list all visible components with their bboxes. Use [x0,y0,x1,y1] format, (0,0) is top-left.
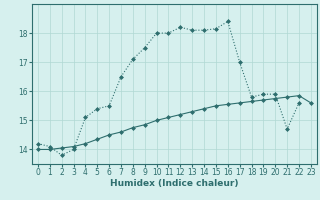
X-axis label: Humidex (Indice chaleur): Humidex (Indice chaleur) [110,179,239,188]
